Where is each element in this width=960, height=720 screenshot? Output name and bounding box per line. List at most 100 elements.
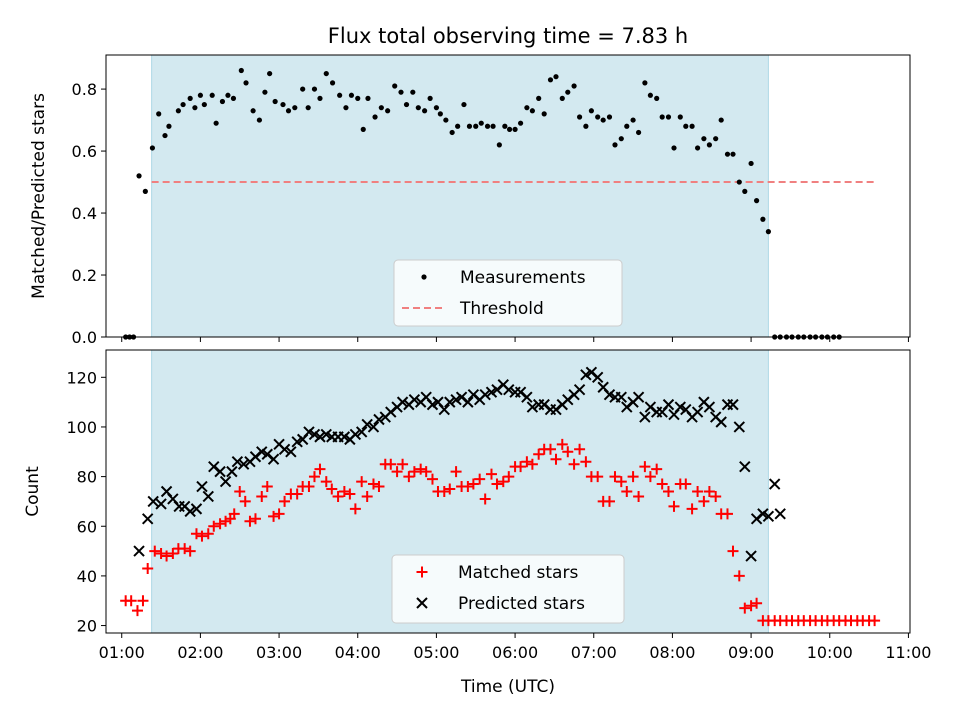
data-point — [408, 466, 420, 478]
data-point — [244, 515, 256, 527]
data-point — [230, 95, 237, 101]
data-point — [485, 468, 497, 480]
data-point — [403, 471, 415, 483]
data-point — [639, 461, 651, 473]
data-point — [187, 95, 193, 101]
data-point — [422, 108, 428, 114]
x-axis-label: Time (UTC) — [460, 677, 555, 697]
data-point — [526, 458, 538, 470]
x-tick-label: 03:00 — [256, 643, 302, 662]
legend-box — [393, 259, 623, 327]
data-point — [466, 123, 473, 129]
data-point — [739, 602, 751, 614]
x-tick-label: 01:00 — [99, 643, 145, 662]
data-point — [300, 86, 306, 92]
data-point — [196, 480, 208, 493]
data-point — [736, 179, 742, 185]
data-point — [751, 597, 763, 609]
data-point — [197, 92, 204, 98]
data-point — [420, 466, 432, 478]
legend-box — [391, 554, 625, 624]
data-point — [503, 384, 515, 396]
data-point — [742, 188, 748, 194]
data-point — [651, 463, 663, 475]
y-axis-label: Count — [23, 466, 43, 517]
series-predicted-stars — [133, 366, 786, 562]
legend-marker — [421, 274, 427, 280]
data-point — [701, 136, 707, 142]
data-point — [576, 114, 583, 120]
data-point — [385, 458, 397, 470]
data-point — [167, 548, 179, 560]
data-point — [467, 478, 479, 490]
data-point — [234, 486, 246, 497]
data-point — [444, 396, 456, 408]
data-point — [256, 490, 268, 502]
data-point — [219, 475, 232, 488]
x-tick-label: 11:00 — [885, 643, 931, 662]
data-point — [745, 550, 757, 562]
data-point — [373, 413, 385, 426]
data-point — [671, 145, 677, 151]
data-point — [694, 145, 701, 151]
data-point — [361, 418, 373, 431]
legend: Matched stars Predicted stars — [391, 554, 625, 624]
data-point — [553, 74, 559, 80]
data-point — [311, 86, 318, 92]
data-point — [760, 216, 766, 222]
data-point — [179, 543, 191, 555]
data-point — [449, 129, 455, 136]
data-point — [774, 508, 786, 520]
data-point — [479, 388, 491, 401]
data-point — [131, 605, 143, 617]
data-point — [515, 461, 527, 473]
data-point — [239, 495, 251, 507]
data-point — [249, 513, 261, 525]
data-point — [512, 126, 518, 132]
data-point — [506, 126, 513, 132]
data-point — [365, 95, 371, 101]
axes-frame — [105, 54, 911, 338]
data-point — [455, 123, 461, 129]
data-point — [392, 83, 398, 89]
data-point — [462, 481, 474, 493]
data-point — [438, 403, 450, 416]
data-point — [280, 101, 286, 108]
data-point — [491, 478, 503, 490]
data-point — [680, 478, 692, 490]
data-point — [261, 481, 273, 493]
data-point — [762, 510, 775, 523]
data-point — [544, 443, 556, 455]
data-point — [149, 545, 161, 557]
data-point — [219, 98, 226, 105]
data-point — [547, 77, 554, 83]
y-tick-label: 0.4 — [72, 204, 97, 223]
legend-label: Threshold — [459, 299, 544, 319]
data-point — [196, 530, 208, 542]
data-point — [603, 495, 615, 507]
data-point — [285, 446, 297, 458]
data-point — [361, 490, 373, 502]
data-point — [490, 123, 496, 129]
y-tick-label: 0.0 — [72, 328, 97, 347]
data-point — [571, 83, 577, 89]
data-point — [609, 471, 621, 483]
data-point — [635, 129, 642, 136]
y-tick-label: 0.6 — [72, 142, 97, 161]
data-point — [238, 67, 244, 74]
series-matched-stars — [120, 438, 881, 627]
data-point — [568, 458, 580, 470]
data-point — [478, 120, 484, 126]
data-point — [713, 136, 719, 142]
data-point — [391, 466, 403, 478]
data-point — [208, 520, 220, 532]
data-point — [479, 493, 491, 505]
data-point — [748, 160, 754, 167]
data-point — [373, 481, 385, 493]
legend-marker — [416, 597, 428, 609]
x-tick-label: 10:00 — [807, 643, 853, 662]
data-point — [615, 476, 627, 488]
data-point — [686, 503, 698, 515]
data-point — [521, 456, 533, 468]
data-point — [497, 476, 509, 488]
